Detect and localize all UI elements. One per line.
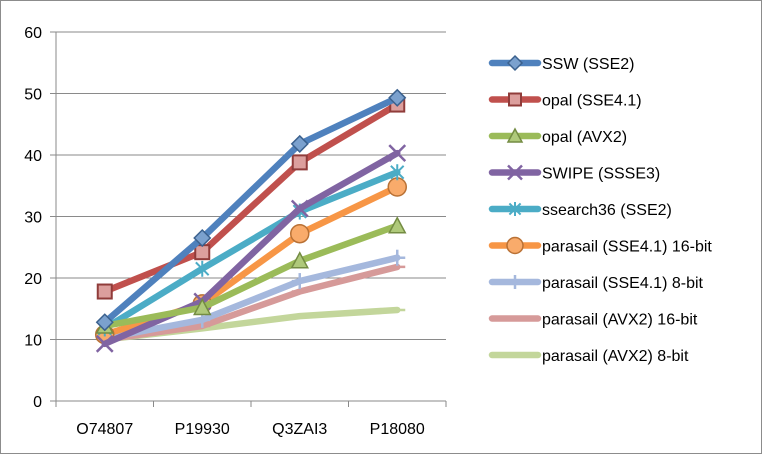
legend-entry: SWIPE (SSSE3)	[488, 164, 660, 183]
data-point-stroke	[290, 199, 309, 218]
legend-entry: opal (AVX2)	[488, 127, 627, 146]
y-tick-label: 40	[24, 148, 42, 165]
x-tick-label: P18080	[370, 421, 425, 438]
data-point	[95, 313, 114, 332]
legend-marker	[507, 164, 523, 181]
series-0	[95, 88, 407, 332]
legend-label: parasail (SSE4.1) 16-bit	[542, 239, 712, 256]
legend-marker	[506, 54, 524, 72]
series-line	[101, 222, 401, 330]
axis-layer: 0 10 20 30 40 50 60 O74807 P19930 Q3ZAI3 P18080	[24, 25, 447, 438]
y-tick-label: 0	[33, 394, 42, 411]
series-line	[101, 149, 401, 348]
data-point	[193, 228, 212, 248]
series-line	[101, 101, 401, 295]
data-point-stroke	[95, 334, 114, 353]
y-tick-label: 20	[24, 271, 42, 288]
legend-entry: SSW (SSE2)	[488, 54, 634, 73]
legend-label: SWIPE (SSSE3)	[542, 166, 660, 183]
x-tick-label: O74807	[76, 421, 133, 438]
legend-label: SSW (SSE2)	[542, 56, 634, 73]
data-point	[388, 88, 407, 107]
legend-marker	[506, 236, 524, 255]
legend-marker	[506, 127, 524, 143]
y-tick-label: 50	[24, 87, 42, 104]
data-point	[291, 273, 308, 290]
data-point	[390, 164, 405, 181]
data-point	[195, 260, 210, 277]
legend-label: opal (SSE4.1)	[542, 93, 642, 110]
series-layer	[95, 88, 407, 353]
series-line	[101, 263, 401, 343]
legend-label: parasail (AVX2) 8-bit	[542, 348, 689, 365]
legend: SSW (SSE2) opal (SSE4.1) opal (AVX2) SWIPE …	[488, 54, 712, 365]
data-point	[194, 244, 211, 261]
data-point	[96, 283, 113, 300]
data-point	[388, 144, 407, 163]
data-point	[290, 251, 309, 269]
legend-label: parasail (SSE4.1) 8-bit	[542, 275, 704, 292]
y-tick-label: 30	[24, 210, 42, 227]
data-point	[95, 334, 114, 353]
legend-entry: parasail (AVX2) 8-bit	[488, 348, 689, 365]
series-line	[101, 254, 401, 342]
data-point	[387, 177, 407, 197]
series-line	[101, 168, 401, 332]
legend-entry: parasail (SSE4.1) 8-bit	[488, 275, 704, 292]
series-line	[101, 94, 401, 326]
data-point	[290, 134, 309, 153]
y-tick-label: 10	[24, 333, 42, 350]
legend-label: ssearch36 (SSE2)	[542, 202, 672, 219]
legend-entry: parasail (SSE4.1) 16-bit	[488, 236, 712, 256]
series-6	[96, 249, 406, 347]
legend-marker	[508, 275, 522, 289]
data-point	[290, 199, 309, 218]
data-point	[389, 249, 406, 266]
y-tick-label: 60	[24, 25, 42, 42]
x-tick-label: P19930	[175, 421, 230, 438]
series-3	[95, 144, 407, 353]
legend-entry: opal (SSE4.1)	[488, 92, 642, 110]
legend-label: opal (AVX2)	[542, 129, 627, 146]
grid-layer	[56, 31, 446, 340]
legend-marker-stroke	[507, 164, 523, 181]
data-point	[290, 223, 310, 244]
data-point	[291, 154, 308, 171]
data-point	[388, 216, 407, 234]
legend-entry: parasail (AVX2) 16-bit	[488, 312, 698, 329]
legend-label: parasail (AVX2) 16-bit	[542, 312, 698, 329]
legend-entry: ssearch36 (SSE2)	[488, 202, 672, 219]
legend-marker	[508, 202, 522, 216]
x-tick-label: Q3ZAI3	[272, 421, 327, 438]
data-point	[193, 297, 212, 316]
data-point-stroke	[388, 144, 407, 163]
legend-marker	[508, 92, 522, 107]
